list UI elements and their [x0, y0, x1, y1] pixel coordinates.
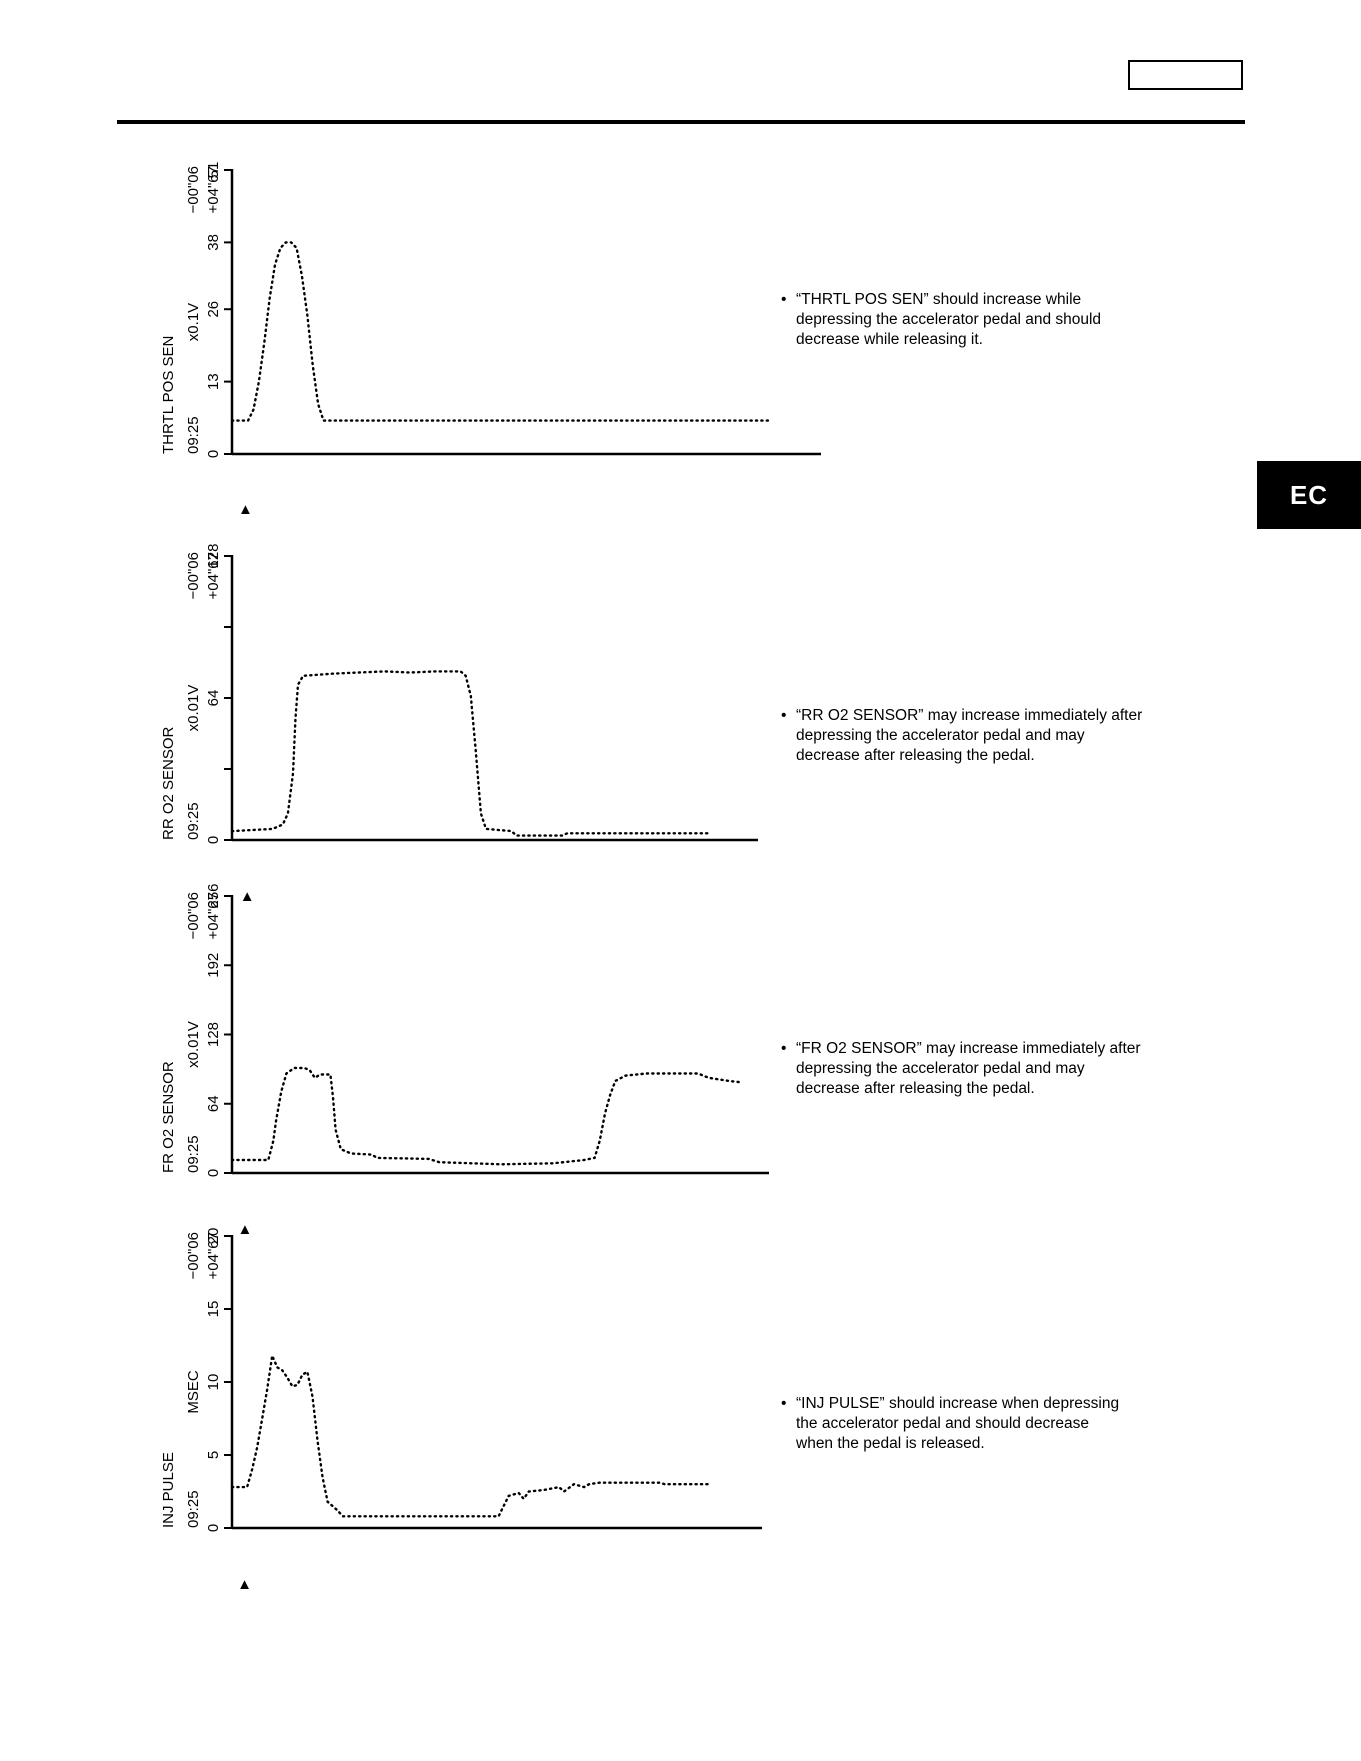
note-line: when the pedal is released. — [796, 1435, 985, 1452]
note-bullet: • — [781, 707, 787, 724]
series-name-label: THRTL POS SEN — [160, 336, 177, 454]
note-inj-pulse: • “INJ PULSE” should increase when depre… — [781, 1394, 1196, 1454]
y-tick-label: 0 — [205, 450, 222, 458]
trigger-marker: ▲ — [237, 1576, 252, 1593]
unit-label: x0.01V — [185, 685, 202, 732]
note-rr-o2: • “RR O2 SENSOR” may increase immediatel… — [781, 706, 1196, 766]
series-name-label: FR O2 SENSOR — [160, 1061, 177, 1173]
note-line: “INJ PULSE” should increase when depress… — [796, 1395, 1120, 1412]
header-box — [1128, 60, 1243, 90]
y-tick-label: 15 — [205, 1301, 222, 1318]
note-line: “FR O2 SENSOR” may increase immediately … — [796, 1040, 1141, 1057]
unit-label: x0.1V — [185, 303, 202, 341]
note-line: decrease after releasing the pedal. — [796, 1080, 1035, 1097]
series-name-label: INJ PULSE — [160, 1452, 177, 1528]
y-tick-label: 64 — [205, 1095, 222, 1112]
time-range-end-label: +04"67 — [205, 892, 222, 939]
y-tick-label: 51 — [205, 162, 222, 179]
time-range-start-label: −00"06 — [185, 552, 202, 599]
time-range-start-label: −00"06 — [185, 1232, 202, 1279]
note-line: “THRTL POS SEN” should increase while — [796, 291, 1082, 308]
note-line: decrease after releasing the pedal. — [796, 747, 1035, 764]
series-line — [230, 1066, 741, 1166]
y-tick-label: 0 — [205, 1524, 222, 1532]
y-tick-label: 256 — [205, 883, 222, 908]
unit-label: x0.01V — [185, 1021, 202, 1068]
y-tick-label: 38 — [205, 234, 222, 251]
section-tab-label: EC — [1289, 479, 1329, 510]
y-tick-label: 128 — [205, 1022, 222, 1047]
trigger-marker: ▲ — [238, 501, 253, 518]
note-line: “RR O2 SENSOR” may increase immediately … — [796, 707, 1143, 724]
note-bullet: • — [781, 291, 787, 308]
series-line — [230, 241, 772, 422]
time-range-start-label: −00"06 — [185, 892, 202, 939]
section-tab: EC — [1257, 461, 1361, 529]
header-rule — [117, 120, 1245, 124]
note-bullet: • — [781, 1395, 787, 1412]
y-tick-label: 20 — [205, 1228, 222, 1245]
time-label: 09:25 — [185, 1490, 202, 1528]
y-tick-label: 10 — [205, 1374, 222, 1391]
note-fr-o2: • “FR O2 SENSOR” may increase immediatel… — [781, 1039, 1196, 1099]
time-label: 09:25 — [185, 416, 202, 454]
series-line — [230, 1351, 711, 1518]
time-range-start-label: −00"06 — [185, 166, 202, 213]
y-tick-label: 128 — [205, 543, 222, 568]
note-line: depressing the accelerator pedal and may — [796, 727, 1085, 744]
note-line: depressing the accelerator pedal and may — [796, 1060, 1085, 1077]
note-line: the accelerator pedal and should decreas… — [796, 1415, 1089, 1432]
note-throttle: • “THRTL POS SEN” should increase while … — [781, 290, 1196, 350]
y-tick-label: 64 — [205, 690, 222, 707]
y-tick-label: 0 — [205, 1169, 222, 1177]
note-line: decrease while releasing it. — [796, 331, 983, 348]
series-name-label: RR O2 SENSOR — [160, 726, 177, 840]
unit-label: MSEC — [185, 1370, 202, 1414]
time-range-end-label: +04"67 — [205, 1232, 222, 1279]
time-label: 09:25 — [185, 1135, 202, 1173]
trigger-marker: ▲ — [238, 1221, 253, 1238]
y-tick-label: 5 — [205, 1451, 222, 1459]
y-tick-label: 26 — [205, 301, 222, 318]
time-label: 09:25 — [185, 802, 202, 840]
series-line — [230, 670, 711, 837]
time-range-end-label: +04"67 — [205, 552, 222, 599]
y-tick-label: 192 — [205, 953, 222, 978]
y-tick-label: 0 — [205, 836, 222, 844]
note-bullet: • — [781, 1040, 787, 1057]
time-range-end-label: +04"67 — [205, 166, 222, 213]
y-tick-label: 13 — [205, 373, 222, 390]
note-line: depressing the accelerator pedal and sho… — [796, 311, 1102, 328]
trigger-marker: ▲ — [240, 888, 255, 905]
